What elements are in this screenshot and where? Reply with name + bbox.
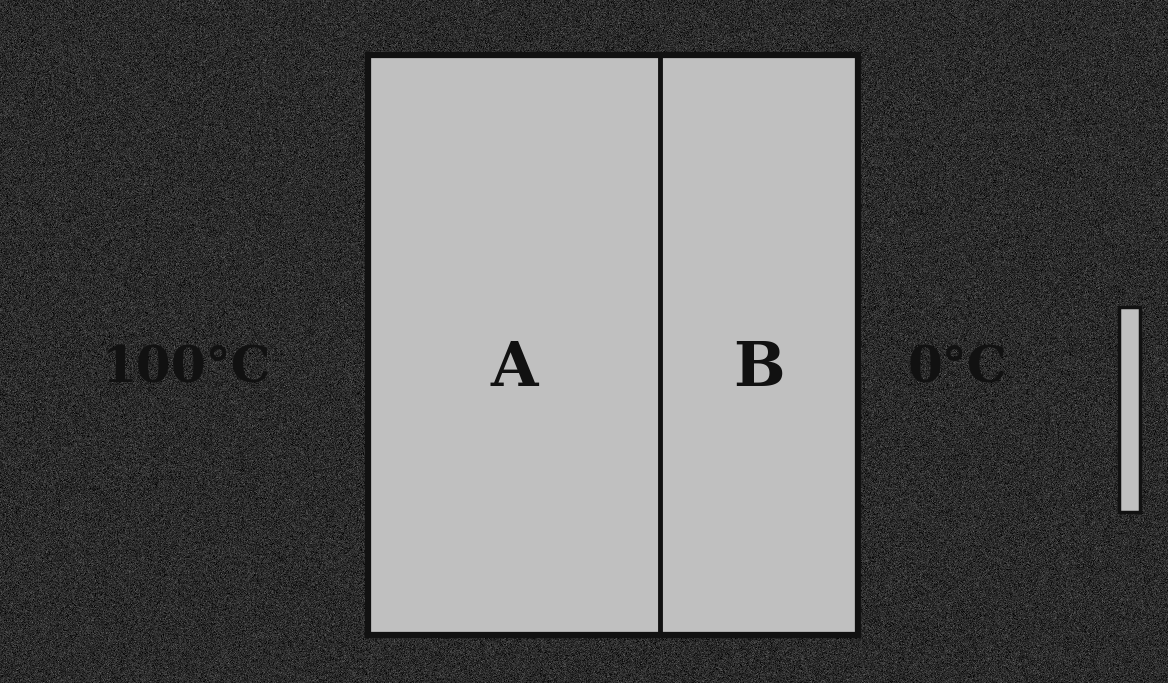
Text: 0°C: 0°C: [908, 344, 1008, 393]
Text: B: B: [734, 339, 785, 399]
Text: A: A: [491, 339, 537, 399]
Bar: [368, 55, 858, 635]
Text: 100°C: 100°C: [102, 344, 272, 393]
Bar: [1119, 307, 1140, 512]
